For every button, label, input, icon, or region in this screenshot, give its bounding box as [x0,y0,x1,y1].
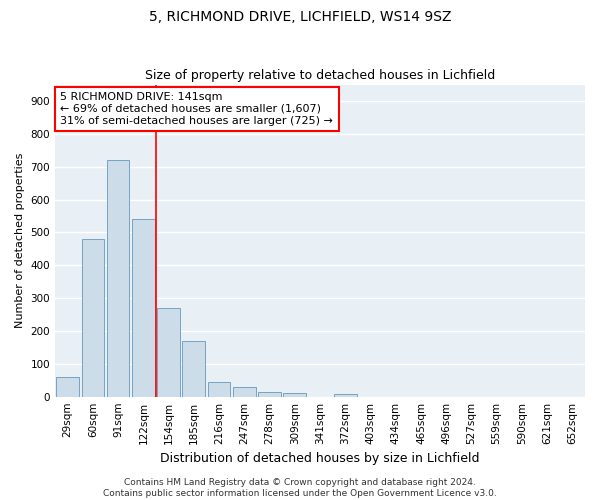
Text: 5, RICHMOND DRIVE, LICHFIELD, WS14 9SZ: 5, RICHMOND DRIVE, LICHFIELD, WS14 9SZ [149,10,451,24]
Bar [132,220,155,396]
Bar [182,341,205,396]
Bar [334,394,356,396]
Bar [208,382,230,396]
X-axis label: Distribution of detached houses by size in Lichfield: Distribution of detached houses by size … [160,452,480,465]
Bar [157,308,180,396]
Bar [233,387,256,396]
Bar [283,392,306,396]
Title: Size of property relative to detached houses in Lichfield: Size of property relative to detached ho… [145,69,495,82]
Text: 5 RICHMOND DRIVE: 141sqm
← 69% of detached houses are smaller (1,607)
31% of sem: 5 RICHMOND DRIVE: 141sqm ← 69% of detach… [61,92,333,126]
Text: Contains HM Land Registry data © Crown copyright and database right 2024.
Contai: Contains HM Land Registry data © Crown c… [103,478,497,498]
Bar [56,377,79,396]
Bar [258,392,281,396]
Bar [82,239,104,396]
Bar [107,160,130,396]
Y-axis label: Number of detached properties: Number of detached properties [15,153,25,328]
